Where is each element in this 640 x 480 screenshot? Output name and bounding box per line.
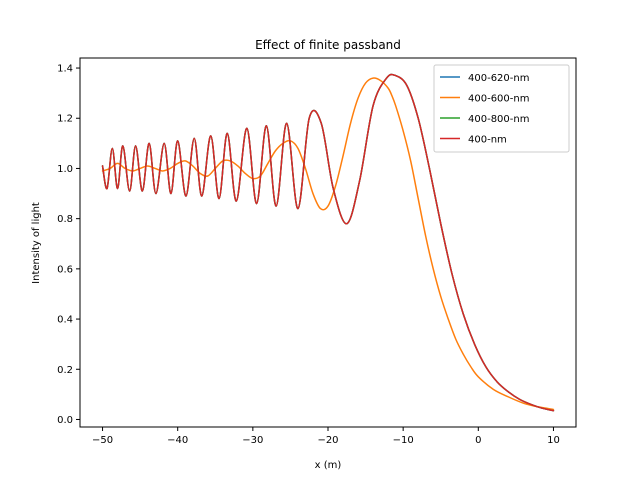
x-tick-label: −20 (317, 435, 338, 446)
x-axis-label: x (m) (315, 460, 342, 471)
y-tick-label: 0.6 (57, 264, 73, 275)
y-tick-label: 0.2 (57, 365, 73, 376)
x-tick-label: 0 (475, 435, 481, 446)
y-tick-label: 1.2 (57, 114, 73, 125)
legend-label: 400-620-nm (468, 73, 529, 84)
legend-label: 400-800-nm (468, 114, 529, 125)
series-line-3 (101, 73, 555, 412)
x-axis: −50 −40 −30 −20 −10 0 10 (92, 427, 560, 446)
legend-frame (433, 64, 570, 153)
y-axis: 0.0 0.2 0.4 0.6 0.8 1.0 1.2 1.4 (57, 64, 80, 426)
legend: 400-620-nm 400-600-nm 400-800-nm 400-nm (433, 64, 570, 153)
y-axis-label: Intensity of light (31, 202, 42, 284)
x-tick-label: −10 (393, 435, 414, 446)
x-tick-label: 10 (547, 435, 560, 446)
y-tick-label: 1.0 (57, 164, 73, 175)
y-tick-label: 0.0 (57, 415, 73, 426)
legend-label: 400-600-nm (468, 94, 529, 105)
series-layer (101, 73, 555, 412)
y-tick-label: 0.8 (57, 214, 73, 225)
legend-label: 400-nm (468, 135, 507, 146)
chart-title: Effect of finite passband (255, 38, 401, 52)
x-tick-label: −40 (167, 435, 188, 446)
x-tick-label: −50 (92, 435, 113, 446)
plot-area (79, 57, 577, 428)
x-tick-label: −30 (242, 435, 263, 446)
y-tick-label: 1.4 (57, 64, 73, 75)
y-tick-label: 0.4 (57, 315, 73, 326)
series-line-1 (101, 77, 555, 411)
